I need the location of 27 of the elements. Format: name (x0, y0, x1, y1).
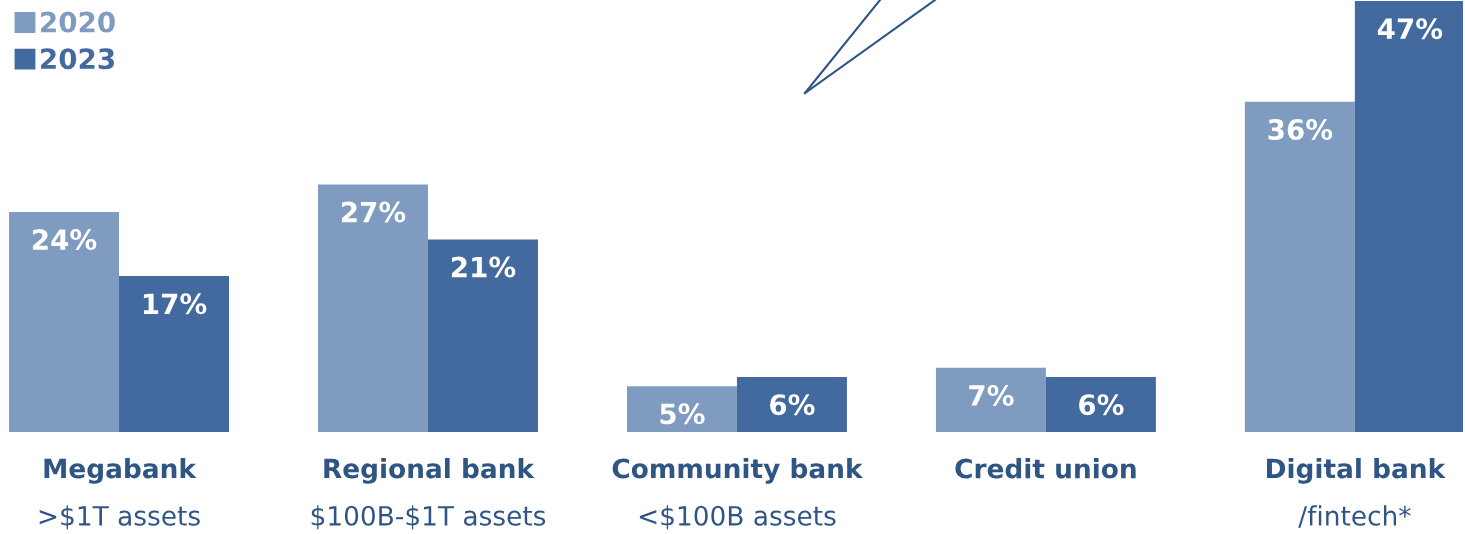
data-label: 6% (1079, 394, 1124, 416)
data-label: 36% (1268, 119, 1333, 141)
data-label: 21% (451, 256, 516, 278)
x-tick-label: Community bank <$100B assets (612, 458, 864, 530)
bar (119, 276, 230, 432)
x-tick-label: Regional bank $100B-$1T assets (311, 458, 546, 530)
legend-label: 2023 (41, 48, 114, 70)
bar (1354, 1, 1464, 432)
bar (317, 184, 428, 432)
data-label: 27% (341, 201, 406, 223)
bar (935, 367, 1046, 432)
x-tick-label: Megabank >$1T assets (39, 458, 200, 530)
bar (626, 386, 737, 432)
bar (1244, 101, 1355, 432)
data-label: 5% (660, 403, 705, 425)
data-label: 7% (969, 384, 1014, 406)
x-tick-label: Digital bank /fintech* (1267, 458, 1446, 528)
data-label: 24% (32, 229, 97, 251)
data-label: 47% (1377, 18, 1443, 40)
bar (1045, 376, 1156, 432)
bar (736, 376, 847, 432)
bar (427, 239, 538, 432)
x-tick-label: Credit union (955, 458, 1136, 479)
data-label: 6% (770, 394, 815, 416)
bar (9, 211, 120, 432)
legend-label: 2020 (41, 11, 115, 33)
data-label: 17% (143, 293, 207, 315)
